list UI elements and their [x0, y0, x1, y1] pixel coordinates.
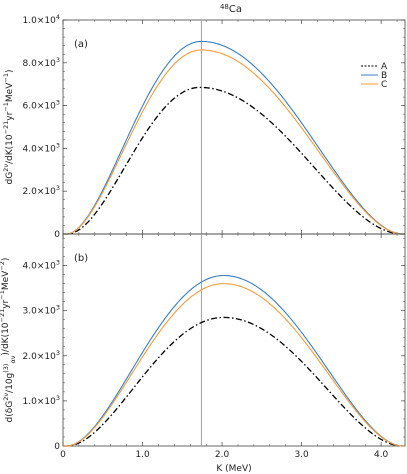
chart-panels: 0 2.0×103 4.0×103 6.0×103 8.0×103 1.0×104 (a) d… [0, 13, 406, 474]
y-tick-label: 0 [54, 442, 60, 452]
series-line-b [63, 40, 405, 235]
x-tick-label: 2.0 [215, 450, 230, 460]
y-tick-label: 0 [54, 230, 60, 240]
y-tick-label: 1.0×103 [23, 394, 60, 407]
figure-title: 48Ca [220, 3, 242, 15]
plot-frame [62, 233, 406, 447]
legend: ABC [361, 62, 388, 90]
y-tick-label: 2.0×103 [23, 184, 60, 197]
plot-frame [62, 19, 406, 235]
y-tick-label: 1.0×104 [23, 13, 60, 26]
legend-label: A [381, 62, 388, 72]
legend-label: C [381, 80, 387, 90]
x-tick-label: 0 [60, 450, 66, 460]
y-tick-label: 2.0×103 [23, 349, 60, 362]
x-tick-label: 1.0 [135, 450, 150, 460]
legend-label: B [381, 71, 387, 81]
panel-label: (b) [74, 253, 88, 264]
y-tick-label: 8.0×103 [23, 56, 60, 69]
y-tick-label: 4.0×103 [23, 259, 60, 272]
series-line-a [63, 316, 405, 447]
series-line-b [63, 274, 405, 447]
series-line-c [63, 283, 405, 447]
panel-label: (a) [74, 39, 88, 50]
title-superscript: 48 [220, 3, 229, 11]
x-axis-label: K (MeV) [216, 464, 251, 474]
panel-a: 0 2.0×103 4.0×103 6.0×103 8.0×103 1.0×104 (a) d… [2, 13, 406, 240]
panel-b: 0 1.0 2.0 3.0 4.0 0 1.0×103 2.0×103 3.0×103 4.0×1… [0, 233, 406, 474]
series-line-a [63, 86, 405, 235]
x-tick-label: 3.0 [294, 450, 309, 460]
y-tick-label: 6.0×103 [23, 99, 60, 112]
series-line-c [63, 49, 405, 235]
y-axis-label: dG2ν/dK(10−21yr−1MeV−1) [2, 69, 15, 184]
y-axis-label: d(δG2ν/10g(3)αν)/dK(10−21yr−1MeV−2) [0, 258, 17, 423]
title-element: Ca [229, 4, 242, 15]
y-tick-label: 4.0×103 [23, 141, 60, 154]
y-tick-label: 3.0×103 [23, 304, 60, 317]
x-tick-label: 4.0 [374, 450, 389, 460]
